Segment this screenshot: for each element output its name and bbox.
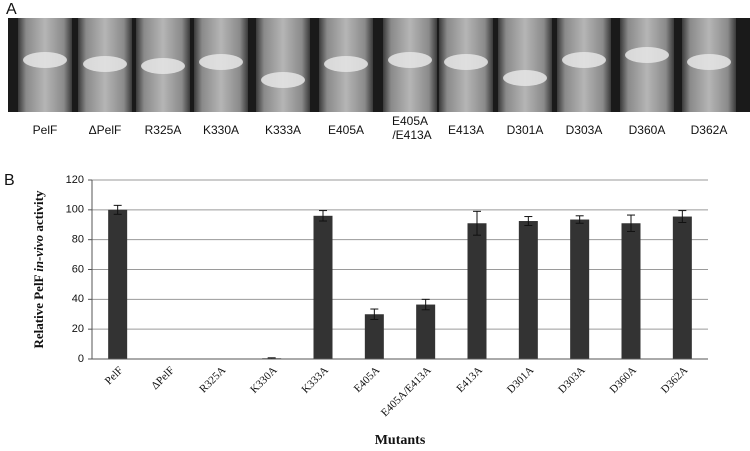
x-tick-label: E413A xyxy=(454,364,485,395)
panel-label: B xyxy=(4,172,15,189)
bar xyxy=(621,223,641,359)
y-tick-label: 100 xyxy=(66,204,84,216)
x-tick-label: D362A xyxy=(659,364,690,395)
y-axis-label: Relative PelF in-vivo activity xyxy=(31,190,46,348)
tube-label: /E413A xyxy=(392,128,431,142)
bar xyxy=(364,314,384,359)
tube-label: R325A xyxy=(145,123,182,137)
pellet xyxy=(388,52,432,68)
pellet xyxy=(687,54,731,70)
x-tick-label: D301A xyxy=(505,364,536,395)
pellet xyxy=(141,58,185,74)
y-tick-label: 80 xyxy=(72,234,84,246)
bar xyxy=(416,304,436,359)
x-tick-label: ΔPelF xyxy=(149,364,177,392)
x-tick-label: R325A xyxy=(197,364,228,395)
bar xyxy=(570,219,590,359)
tube xyxy=(256,18,310,112)
pellet xyxy=(562,52,606,68)
tube-label: PelF xyxy=(33,123,58,137)
chart: 0 20 40 60 80 100 120 PelF ΔPelF R325A K330A K333A E… xyxy=(31,174,708,448)
x-tick-label: D360A xyxy=(608,364,639,395)
tube-label: D301A xyxy=(507,123,544,137)
bar xyxy=(518,221,538,359)
x-tick-label: K330A xyxy=(248,364,279,395)
tube-label: E405A xyxy=(328,123,364,137)
panel-label: A xyxy=(6,1,17,18)
pellet xyxy=(83,56,127,72)
tube-label: E413A xyxy=(448,123,484,137)
tube-label: E405A xyxy=(392,114,428,128)
tube-label: ΔPelF xyxy=(89,123,122,137)
x-tick-label: D303A xyxy=(556,364,587,395)
x-tick-label: K333A xyxy=(300,364,331,395)
x-tick-label: E405A xyxy=(352,364,383,395)
tube xyxy=(498,18,552,112)
x-tick-label: PelF xyxy=(103,364,126,387)
y-axis-label-part: activity xyxy=(31,190,46,235)
pellet xyxy=(23,52,67,68)
y-tick-label: 60 xyxy=(72,263,84,275)
y-axis-label-part: in-vivo xyxy=(31,234,46,271)
tubes xyxy=(18,18,736,112)
x-axis-label: Mutants xyxy=(375,433,426,448)
tube-label: K330A xyxy=(203,123,239,137)
pellet xyxy=(261,72,305,88)
bar xyxy=(313,215,333,359)
y-tick-label: 120 xyxy=(66,174,84,186)
y-axis-label-part: Relative PelF xyxy=(31,272,46,349)
x-tick-label: E405A/E413A xyxy=(379,364,434,419)
bar xyxy=(108,209,128,359)
y-tick-label: 20 xyxy=(72,323,84,335)
tube-label: K333A xyxy=(265,123,301,137)
y-tick-label: 40 xyxy=(72,293,84,305)
pellet xyxy=(444,54,488,70)
tube xyxy=(620,18,674,112)
pellet xyxy=(324,56,368,72)
tube-label: D360A xyxy=(629,123,666,137)
y-tick-label: 0 xyxy=(78,353,84,365)
pellet xyxy=(199,54,243,70)
tube-label: D362A xyxy=(691,123,728,137)
bar xyxy=(672,216,692,359)
pellet xyxy=(625,47,669,63)
pellet xyxy=(503,70,547,86)
tube-label: D303A xyxy=(566,123,603,137)
bar xyxy=(467,223,487,359)
